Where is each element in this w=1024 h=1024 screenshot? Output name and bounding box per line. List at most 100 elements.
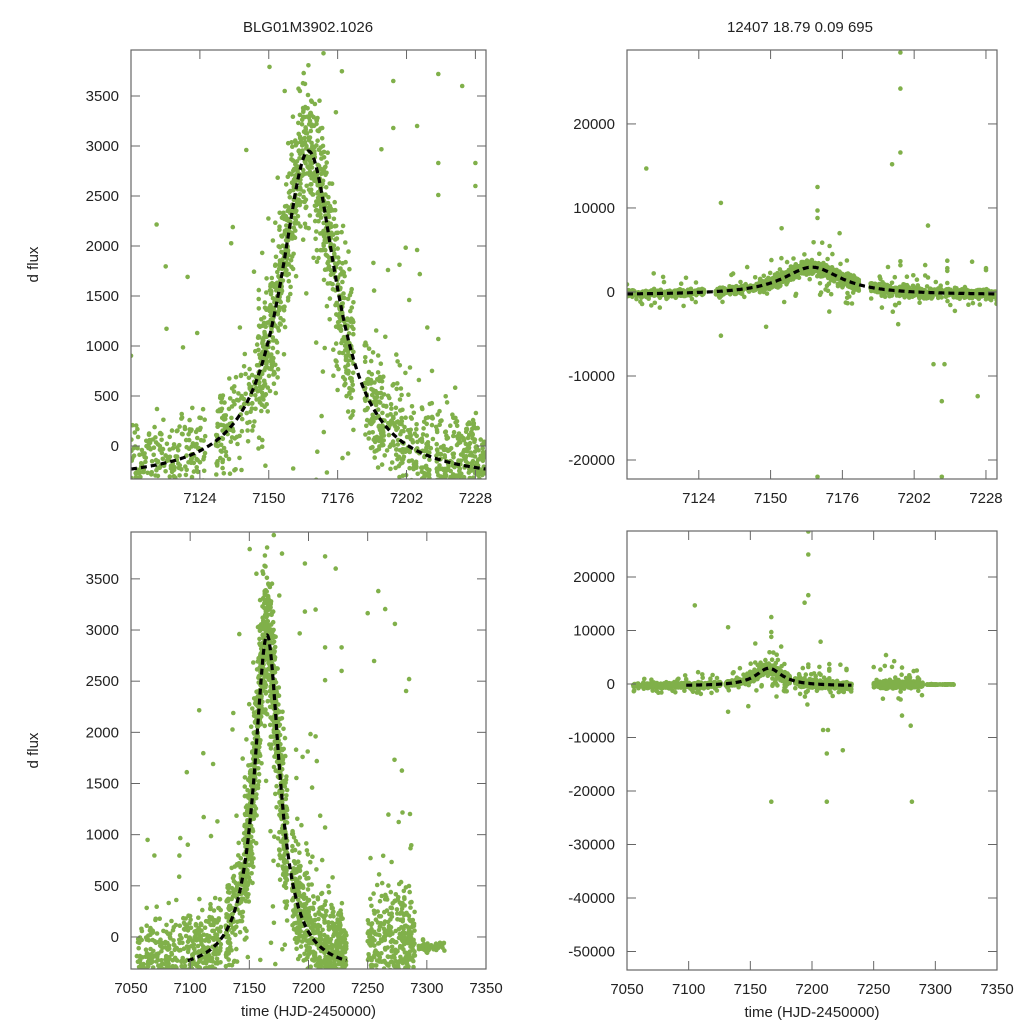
data-point <box>155 473 161 479</box>
data-point <box>160 456 166 462</box>
data-point <box>291 225 297 230</box>
data-point <box>298 139 303 145</box>
data-point <box>281 308 287 313</box>
data-point <box>190 952 195 957</box>
data-point <box>315 115 320 121</box>
data-point <box>793 291 799 297</box>
data-point <box>290 466 296 471</box>
data-point <box>409 458 415 463</box>
data-point <box>297 192 303 197</box>
data-point <box>182 426 188 432</box>
data-point <box>350 382 356 388</box>
data-point <box>459 83 465 89</box>
data-point <box>345 409 351 414</box>
data-point <box>322 345 328 351</box>
data-point <box>298 181 303 186</box>
data-point <box>270 238 276 243</box>
data-point <box>319 136 325 141</box>
data-point <box>332 251 337 256</box>
data-point <box>308 187 314 192</box>
y-tick-label: 10000 <box>573 200 615 217</box>
data-point <box>185 274 190 280</box>
data-point <box>334 359 339 364</box>
data-point <box>138 474 143 479</box>
data-point <box>892 274 898 280</box>
data-point <box>270 296 276 301</box>
data-point <box>438 445 444 450</box>
data-point <box>348 308 353 314</box>
data-point <box>250 880 255 886</box>
data-point <box>274 768 280 773</box>
data-point <box>208 901 213 907</box>
data-point <box>475 425 481 431</box>
data-point <box>419 465 424 471</box>
data-point <box>201 438 206 443</box>
data-point <box>302 199 307 205</box>
data-point <box>177 923 183 928</box>
data-point <box>328 208 334 213</box>
data-point <box>315 128 321 133</box>
data-point <box>280 257 285 262</box>
data-point <box>246 701 252 707</box>
data-point <box>935 295 941 301</box>
data-point <box>242 886 248 891</box>
data-point <box>683 275 689 281</box>
data-point <box>758 289 763 294</box>
data-point <box>414 123 420 129</box>
data-point <box>187 920 192 926</box>
data-point <box>472 449 478 454</box>
data-point <box>966 302 971 308</box>
data-point <box>268 746 274 751</box>
data-point <box>288 291 293 297</box>
data-point <box>231 891 237 897</box>
data-point <box>308 128 314 134</box>
data-point <box>681 303 686 309</box>
data-point <box>256 779 262 784</box>
data-point <box>391 381 396 387</box>
fit-curve <box>131 149 486 471</box>
data-point <box>198 922 204 927</box>
data-point <box>824 283 830 289</box>
x-tick-label: 7150 <box>252 490 285 507</box>
data-point <box>208 833 214 839</box>
data-point <box>969 259 975 265</box>
panel-bottom-left: 7050 7100 7150 7200 7250 7300 7350050010001500… <box>25 531 503 1020</box>
data-point <box>164 922 169 928</box>
data-point <box>994 297 997 303</box>
data-point <box>259 408 264 414</box>
data-point <box>218 442 224 448</box>
data-point <box>268 284 273 289</box>
data-point <box>213 432 219 438</box>
data-point <box>291 168 296 173</box>
data-point <box>268 317 274 323</box>
data-point <box>349 387 355 392</box>
data-point <box>720 299 725 305</box>
data-point <box>450 472 456 477</box>
data-point <box>271 532 277 538</box>
data-point <box>409 416 415 421</box>
data-point <box>436 160 441 166</box>
data-point <box>437 422 443 428</box>
data-point <box>775 270 780 276</box>
data-point <box>335 387 340 393</box>
data-point <box>399 415 404 421</box>
data-point <box>253 406 258 412</box>
data-point <box>838 279 843 285</box>
data-point <box>325 150 331 155</box>
data-point <box>771 283 776 288</box>
data-point <box>339 340 344 346</box>
data-point <box>245 439 251 444</box>
data-point <box>397 397 403 402</box>
data-point <box>410 440 416 445</box>
data-point <box>674 294 679 299</box>
data-point <box>316 255 321 261</box>
data-points <box>134 532 447 969</box>
data-point <box>251 660 256 665</box>
data-point <box>242 784 248 789</box>
data-point <box>385 393 391 399</box>
data-point <box>395 442 401 447</box>
data-point <box>315 195 321 201</box>
data-point <box>191 961 196 966</box>
data-point <box>661 279 667 285</box>
data-point <box>892 302 898 308</box>
